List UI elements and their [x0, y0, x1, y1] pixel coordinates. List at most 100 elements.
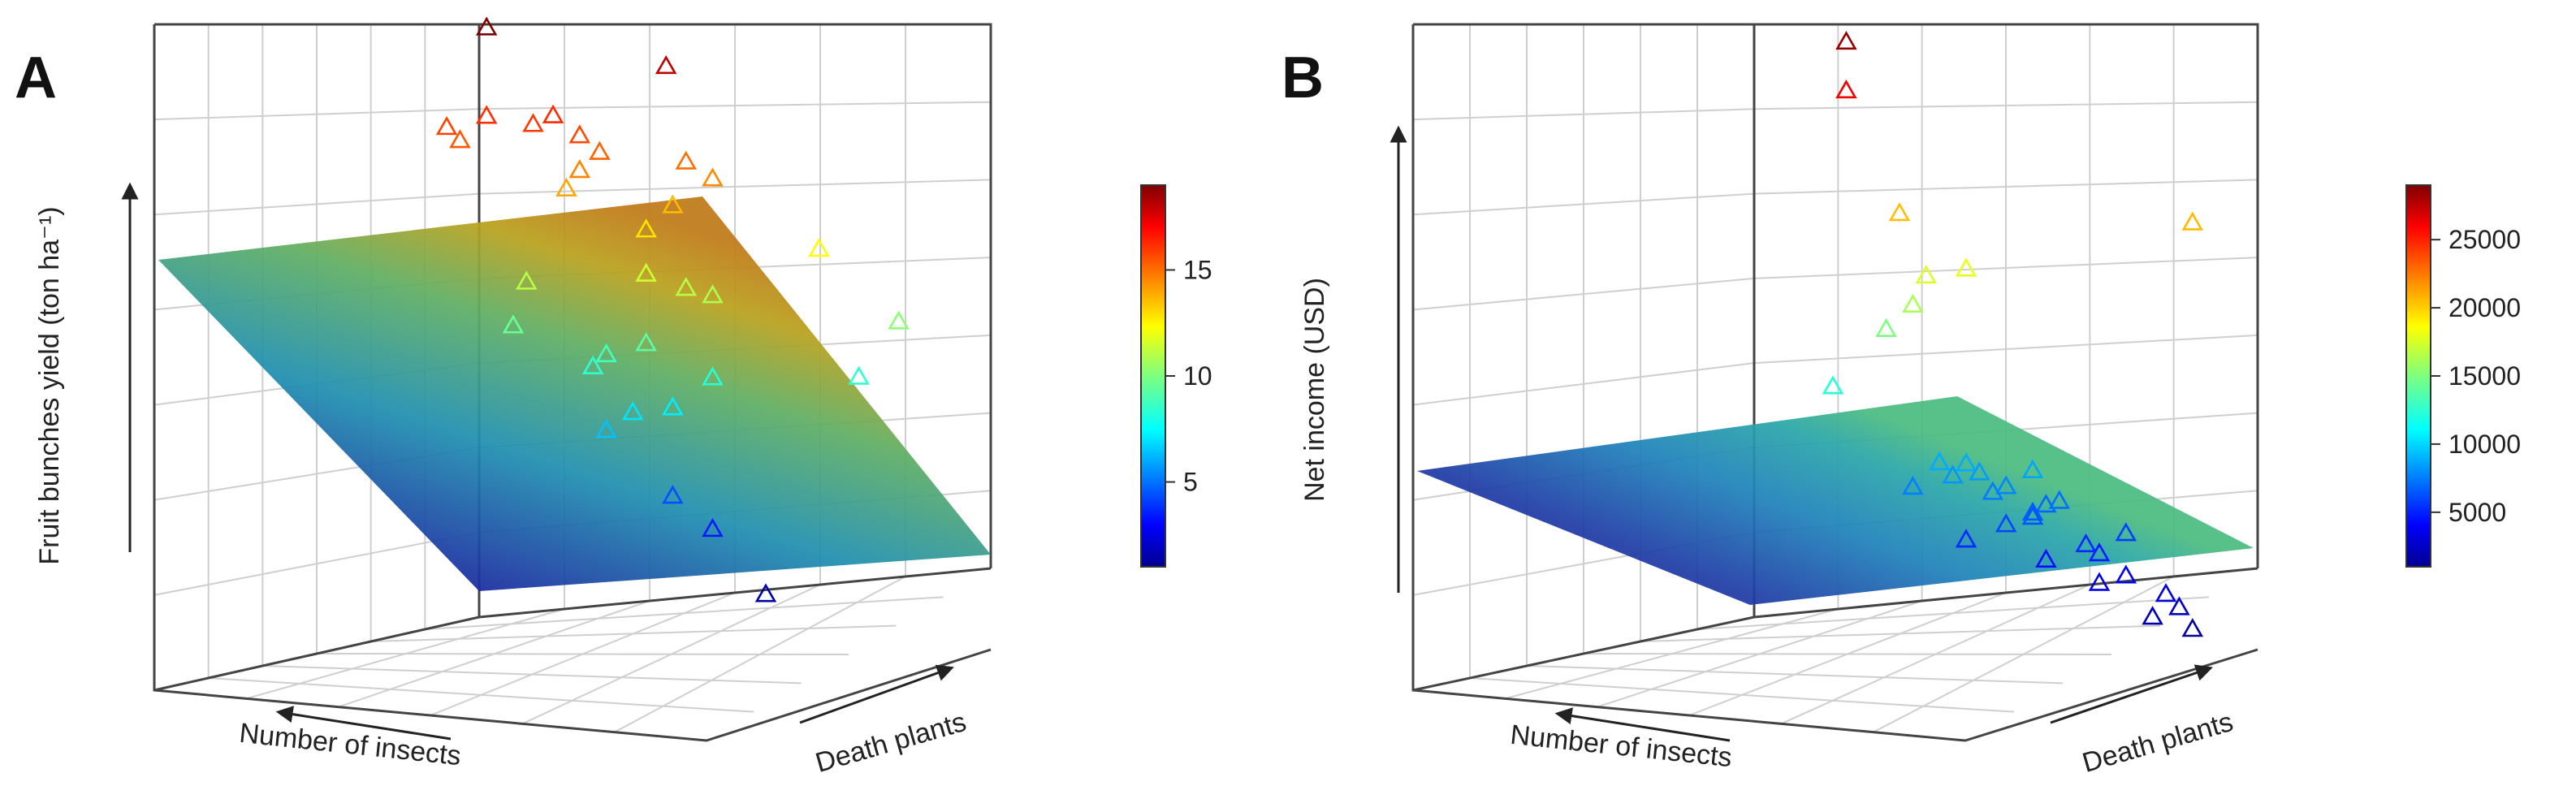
data-point — [2142, 606, 2163, 625]
data-point — [1875, 317, 1897, 338]
floor-grid-line — [208, 677, 754, 713]
grid-b — [1412, 24, 2258, 733]
colorbar-tick-label: 25000 — [2448, 225, 2521, 254]
data-point — [542, 104, 564, 123]
colorbar-tick-label: 5000 — [2448, 498, 2506, 527]
data-point — [2181, 211, 2204, 231]
data-point — [655, 54, 677, 75]
colorbar-tick-label: 15000 — [2448, 361, 2521, 391]
colorbar-b — [2405, 184, 2431, 568]
x-axis-arrow-a — [275, 706, 452, 741]
panel-label-b: B — [1282, 45, 1324, 110]
data-point — [1995, 513, 2017, 533]
x-axis-label-a: Number of insects — [238, 718, 462, 771]
data-point — [475, 105, 498, 124]
grid-line — [1412, 179, 2258, 216]
data-point — [702, 518, 724, 538]
data-point — [522, 113, 544, 132]
data-point — [2168, 596, 2190, 615]
box-frame-b — [1411, 23, 2259, 742]
points-a — [435, 16, 910, 602]
data-point — [568, 159, 591, 179]
data-point — [1835, 79, 1857, 99]
data-point — [635, 218, 657, 238]
grid-line — [153, 101, 992, 121]
data-point — [808, 238, 830, 257]
data-point — [2155, 583, 2177, 602]
data-point — [589, 140, 611, 160]
colorbar-tick-label: 15 — [1183, 255, 1212, 284]
data-point — [2048, 490, 2071, 509]
data-point — [502, 314, 525, 334]
data-point — [1928, 451, 1951, 471]
data-point — [449, 129, 471, 149]
colorbar-tick-label: 20000 — [2448, 293, 2521, 322]
regression-surface-a — [158, 197, 991, 591]
floor-grid-line — [1873, 576, 2175, 733]
y-axis-label-a: Death plants — [812, 706, 970, 779]
z-axis-label-b: Net income (USD) — [1299, 278, 1330, 502]
x-axis-arrow-b — [1554, 707, 1731, 742]
grid-line — [1412, 101, 2258, 121]
data-point — [1955, 529, 1977, 548]
data-point — [2075, 533, 2097, 553]
grid-line — [153, 179, 992, 216]
data-point — [662, 485, 684, 504]
data-point — [555, 177, 577, 197]
data-point — [1982, 481, 2004, 500]
data-point — [581, 355, 604, 374]
colorbar-ticks-a: 5 10 15 — [1165, 255, 1212, 497]
data-point — [2088, 572, 2111, 591]
data-point — [754, 583, 777, 602]
data-point — [1995, 475, 2017, 495]
data-point — [848, 365, 870, 385]
data-point — [675, 150, 697, 170]
data-point — [1955, 452, 1977, 472]
data-point — [702, 366, 724, 386]
data-point — [2115, 522, 2137, 542]
colorbar-tick-label: 10 — [1183, 361, 1212, 391]
data-point — [2088, 542, 2111, 562]
data-point — [675, 277, 697, 296]
floor-grid-line — [262, 665, 802, 685]
data-point — [568, 124, 591, 144]
data-point — [1902, 293, 1924, 313]
colorbar-tick-label: 10000 — [2448, 430, 2521, 459]
panel-label-a: A — [15, 45, 57, 110]
data-point — [516, 270, 538, 290]
colorbar-tick-label: 5 — [1183, 468, 1198, 497]
data-point — [1835, 30, 1857, 50]
regression-surface-b — [1417, 396, 2254, 605]
z-axis-label-a: Fruit bunches yield (ton ha⁻¹) — [34, 206, 65, 564]
data-point — [1969, 461, 1990, 481]
data-point — [1915, 264, 1938, 284]
data-point — [435, 116, 458, 136]
y-axis-label-b: Death plants — [2079, 706, 2237, 779]
data-point — [702, 167, 724, 187]
data-point — [702, 284, 724, 304]
data-point — [1902, 476, 1924, 495]
data-point — [595, 343, 617, 363]
colorbar-a — [1140, 184, 1166, 568]
x-axis-label-b: Number of insects — [1509, 719, 1733, 773]
data-point — [635, 262, 657, 282]
data-point — [2021, 459, 2044, 478]
panel-a: A Fruit bunches yield (ton ha⁻¹) Number … — [15, 16, 1212, 779]
data-point — [1942, 464, 1964, 484]
data-point — [888, 310, 910, 330]
data-point — [2181, 618, 2204, 637]
y-axis-arrow-a — [799, 664, 954, 724]
data-point — [662, 396, 684, 416]
data-point — [1888, 202, 1911, 222]
data-point — [2021, 501, 2044, 521]
data-point — [1955, 257, 1977, 277]
data-point — [1822, 375, 1844, 395]
y-axis-arrow-b — [2050, 664, 2213, 724]
data-point — [595, 419, 617, 438]
data-point — [2035, 548, 2057, 568]
data-point — [2021, 506, 2044, 525]
grid-line — [1412, 334, 2258, 406]
floor-grid-line — [1526, 665, 2064, 685]
data-point — [662, 194, 684, 214]
